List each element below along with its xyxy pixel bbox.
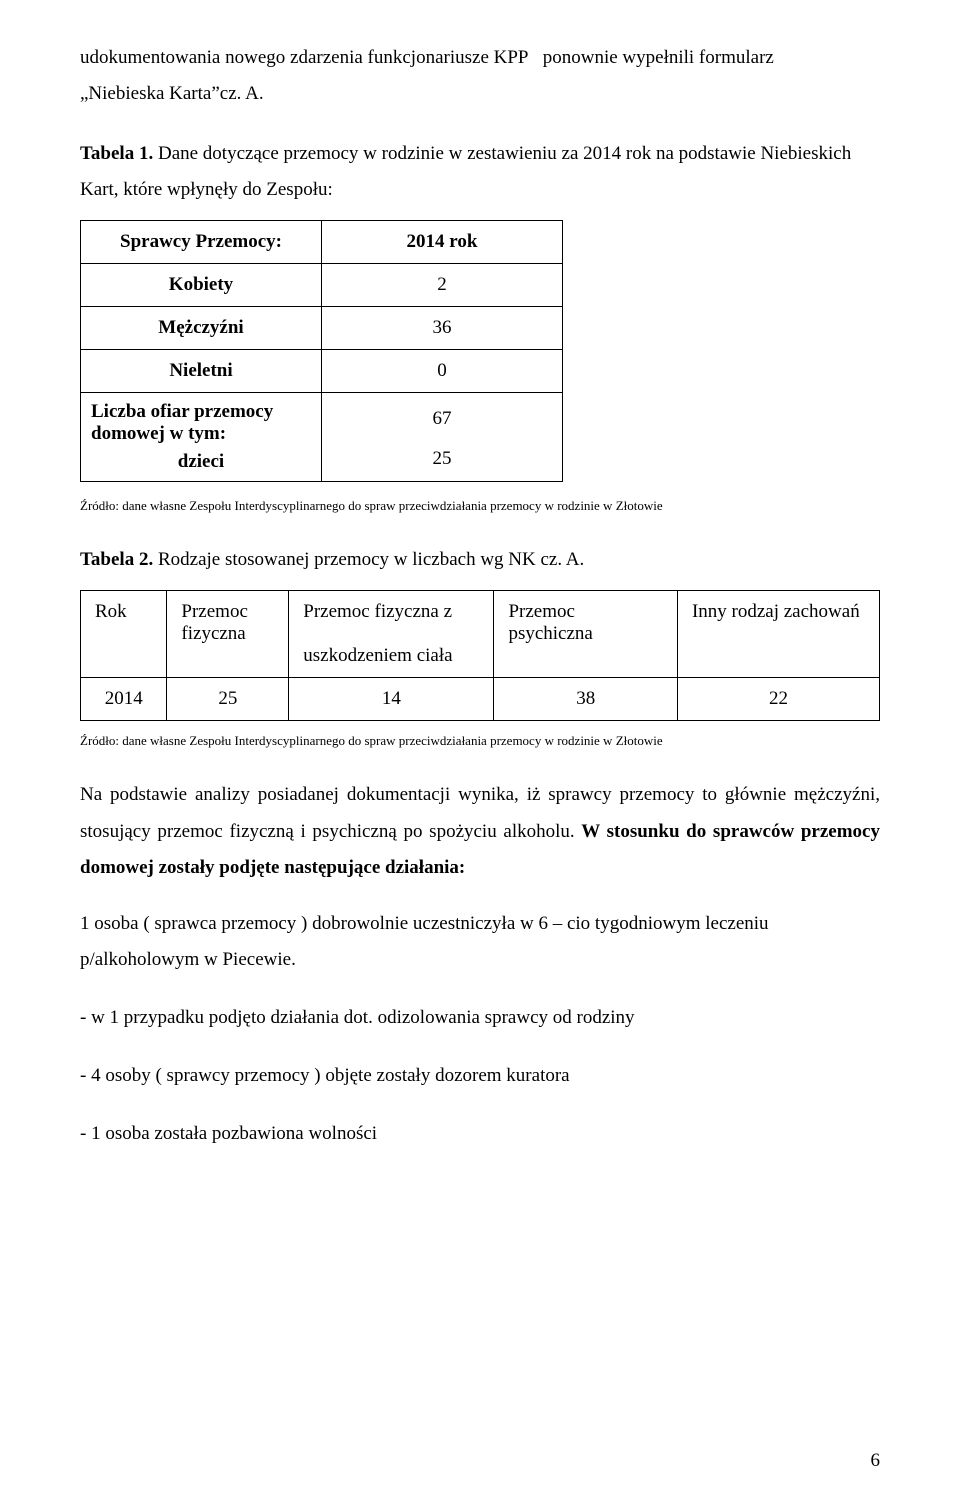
table1-source: Źródło: dane własne Zespołu Interdyscypl… [80,498,880,514]
t2-h-b1: Przemoc fizyczna z [303,601,452,622]
table-row: Nieletni 0 [81,350,563,393]
intro-line2: „Niebieska Karta”cz. A. [80,83,264,104]
table2-caption: Tabela 2. Rodzaje stosowanej przemocy w … [80,542,880,578]
t1-r5-label: Liczba ofiar przemocy domowej w tym: [91,401,273,444]
table-row: Liczba ofiar przemocy domowej w tym: dzi… [81,393,563,482]
table1-caption: Tabela 1. Dane dotyczące przemocy w rodz… [80,136,880,208]
page-number: 6 [871,1450,881,1472]
t1-r1-label: Sprawcy Przemocy: [81,221,322,264]
t1-r5-children-label: dzieci [91,445,311,473]
table1-caption-label: Tabela 1. [80,143,153,164]
t2-h-c: Przemoc psychiczna [494,591,678,678]
table1-caption-text: Dane dotyczące przemocy w rodzinie w zes… [80,143,851,200]
body-b2: - w 1 przypadku podjęto działania dot. o… [80,1000,880,1036]
t2-d-b: 14 [289,678,494,721]
t1-r2-val: 2 [322,264,563,307]
table2: Rok Przemoc fizyczna Przemoc fizyczna z … [80,590,880,721]
intro-line1a: udokumentowania nowego zdarzenia funkcjo… [80,47,528,68]
table2-caption-text: Rodzaje stosowanej przemocy w liczbach w… [153,549,584,570]
t2-h-b2: uszkodzeniem ciała [303,645,452,666]
body-b1: 1 osoba ( sprawca przemocy ) dobrowolnie… [80,906,880,978]
t2-d-a: 25 [167,678,289,721]
intro-paragraph: udokumentowania nowego zdarzenia funkcjo… [80,40,880,112]
t2-h-year: Rok [81,591,167,678]
table-row: Mężczyźni 36 [81,307,563,350]
body-b3: - 4 osoby ( sprawcy przemocy ) objęte zo… [80,1058,880,1094]
table2-source: Źródło: dane własne Zespołu Interdyscypl… [80,733,880,749]
t1-r5-val: 67 [332,404,552,430]
table-row: Kobiety 2 [81,264,563,307]
t2-h-d: Inny rodzaj zachowań [677,591,879,678]
t2-h-a: Przemoc fizyczna [167,591,289,678]
t1-r3-label: Mężczyźni [81,307,322,350]
t1-r3-val: 36 [322,307,563,350]
table-row: Sprawcy Przemocy: 2014 rok [81,221,563,264]
body-p1: Na podstawie analizy posiadanej dokument… [80,777,880,885]
t1-r5-label-cell: Liczba ofiar przemocy domowej w tym: dzi… [81,393,322,482]
body-b4: - 1 osoba została pozbawiona wolności [80,1116,880,1152]
page: udokumentowania nowego zdarzenia funkcjo… [0,0,960,1502]
t1-r1-val: 2014 rok [322,221,563,264]
t1-r5-children-val: 25 [332,430,552,470]
t1-r4-label: Nieletni [81,350,322,393]
t2-h-b: Przemoc fizyczna z uszkodzeniem ciała [289,591,494,678]
t2-d-year: 2014 [81,678,167,721]
t2-d-c: 38 [494,678,678,721]
table-row: 2014 25 14 38 22 [81,678,880,721]
table2-caption-label: Tabela 2. [80,549,153,570]
table-row: Rok Przemoc fizyczna Przemoc fizyczna z … [81,591,880,678]
t1-r4-val: 0 [322,350,563,393]
t1-r5-val-cell: 67 25 [322,393,563,482]
t2-d-d: 22 [677,678,879,721]
t1-r2-label: Kobiety [81,264,322,307]
intro-line1b: ponownie wypełnili formularz [543,47,774,68]
table1: Sprawcy Przemocy: 2014 rok Kobiety 2 Męż… [80,220,563,482]
